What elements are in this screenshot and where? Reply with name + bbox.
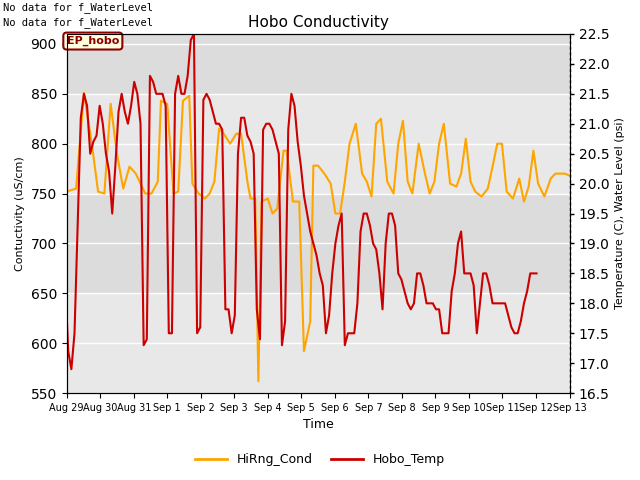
Title: Hobo Conductivity: Hobo Conductivity [248, 15, 388, 30]
Bar [67, 94, 570, 193]
Bar [67, 193, 570, 293]
X-axis label: Time: Time [303, 419, 333, 432]
Text: No data for f_WaterLevel: No data for f_WaterLevel [3, 17, 153, 28]
Y-axis label: Contuctivity (uS/cm): Contuctivity (uS/cm) [15, 156, 25, 271]
Y-axis label: Temperature (C), Water Level (psi): Temperature (C), Water Level (psi) [615, 118, 625, 310]
Text: EP_hobo: EP_hobo [67, 36, 119, 46]
Bar [67, 293, 570, 393]
Text: No data for f_WaterLevel: No data for f_WaterLevel [3, 2, 153, 13]
Bar [67, 34, 570, 94]
Legend: HiRng_Cond, Hobo_Temp: HiRng_Cond, Hobo_Temp [190, 448, 450, 471]
